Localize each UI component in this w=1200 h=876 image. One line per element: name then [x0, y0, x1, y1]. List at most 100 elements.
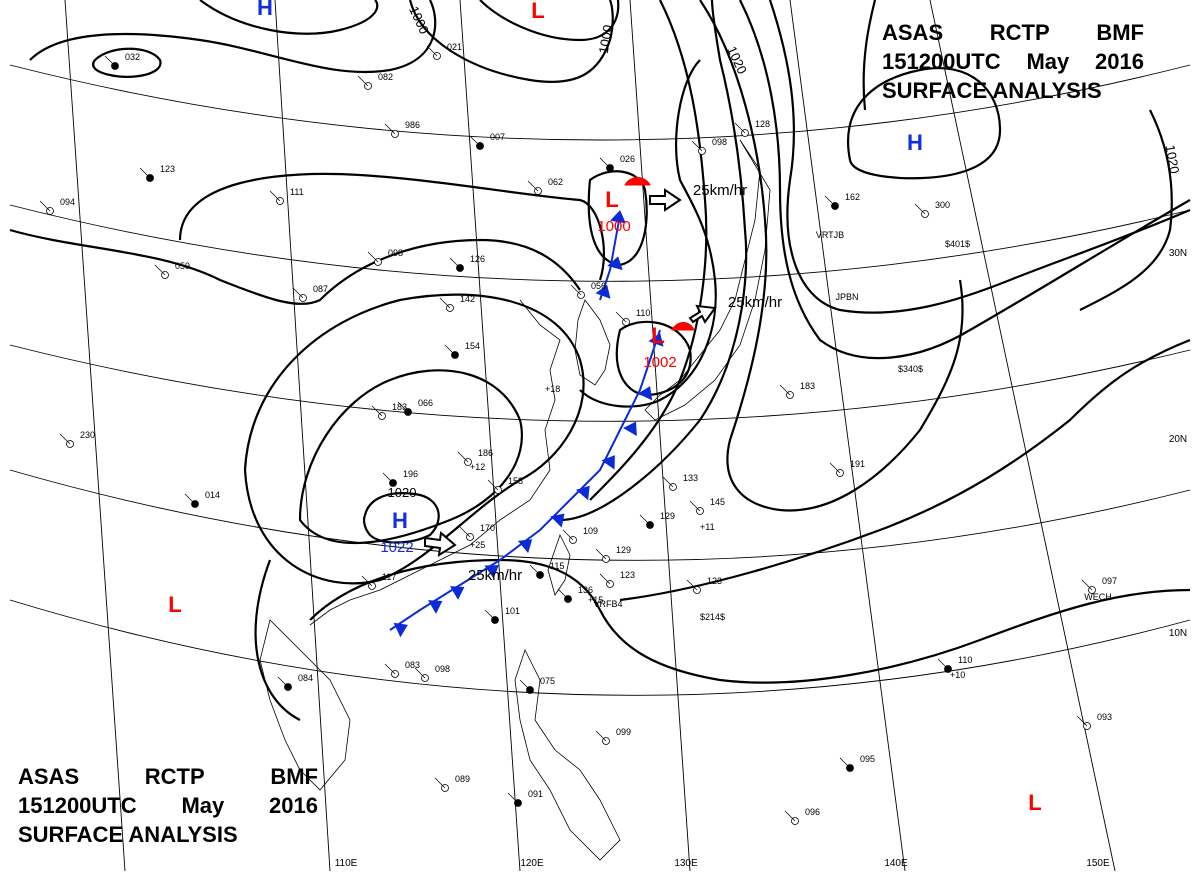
title-block-top: ASAS RCTP BMF 151200UTC May 2016 SURFACE… — [882, 18, 1144, 105]
station-pressure-value: 128 — [755, 119, 770, 129]
station-pressure-value: 095 — [860, 754, 875, 764]
wind-barb — [1081, 579, 1093, 591]
wind-barb — [595, 548, 607, 560]
station-pressure-value: 170 — [480, 523, 495, 533]
station-pressure-value: 136 — [578, 585, 593, 595]
station-tag: +18 — [545, 384, 560, 394]
cold-front-pips — [393, 210, 664, 638]
movement-arrow-icon — [424, 531, 457, 557]
latitude-line-0 — [9, 599, 1191, 696]
title-line-3: SURFACE ANALYSIS — [882, 76, 1144, 105]
station-tag: $340$ — [898, 364, 923, 374]
isobar-label: 1020 — [388, 485, 417, 500]
longitude-line-110e — [274, 0, 331, 872]
longitude-line-120e — [459, 0, 521, 872]
wind-barb — [562, 529, 574, 541]
coastline-korea — [574, 299, 611, 386]
station-pressure-value: 087 — [313, 284, 328, 294]
station-pressure-value: 142 — [460, 294, 475, 304]
wind-barb — [139, 167, 151, 179]
title-line-2: 151200UTC May 2016 — [18, 791, 318, 820]
station-tag: +15 — [588, 595, 603, 605]
title-type: BMF — [270, 764, 318, 789]
cold-front-pip — [428, 600, 443, 614]
cold-front-pip — [517, 539, 533, 554]
title-product: ASAS — [882, 20, 944, 45]
isobar — [559, 0, 748, 522]
station-pressure-value: 097 — [1102, 576, 1117, 586]
isobar — [298, 369, 523, 545]
isobar — [92, 47, 162, 78]
station-pressure-value: 098 — [435, 664, 450, 674]
central-pressure-label: 1022 — [380, 539, 413, 556]
isobar — [619, 338, 1191, 602]
station-pressure-value: 094 — [60, 197, 75, 207]
wind-barb — [639, 514, 651, 526]
station-tag: $214$ — [700, 612, 725, 622]
station-pressure-value: 133 — [683, 473, 698, 483]
wind-barb — [459, 526, 471, 538]
low-pressure-marker: L — [605, 187, 618, 212]
warm-front — [624, 177, 695, 331]
wind-barb — [457, 451, 469, 463]
station-pressure-value: 084 — [298, 673, 313, 683]
wind-barb — [269, 190, 281, 202]
longitude-label: 140E — [884, 858, 908, 869]
wind-barb — [615, 311, 627, 323]
wind-barb — [662, 476, 674, 488]
wind-barb — [599, 573, 611, 585]
isobar — [862, 0, 877, 111]
central-pressure-label: 1002 — [643, 354, 676, 371]
isobar — [309, 558, 1191, 684]
title-line-1: ASAS RCTP BMF — [882, 18, 1144, 47]
wind-barb — [444, 344, 456, 356]
station-pressure-value: 093 — [1097, 712, 1112, 722]
cold-front-pip — [595, 284, 611, 299]
station-pressure-value: 082 — [378, 72, 393, 82]
title-analysis: SURFACE ANALYSIS — [18, 822, 238, 847]
title-type: BMF — [1096, 20, 1144, 45]
isobar — [254, 559, 301, 721]
low-pressure-marker: L — [651, 323, 664, 348]
cold-front-pip — [450, 586, 465, 600]
low-pressure-marker: L — [168, 592, 181, 617]
latitude-line-30n — [9, 204, 1191, 282]
wind-barb — [595, 730, 607, 742]
station-pressure-value: 089 — [455, 774, 470, 784]
station-tag: +10 — [950, 670, 965, 680]
isobar — [1079, 109, 1173, 311]
longitude-label: 120E — [520, 858, 544, 869]
wind-barb — [384, 663, 396, 675]
station-pressure-value: 183 — [800, 381, 815, 391]
wind-barb — [824, 195, 836, 207]
station-pressure-value: 109 — [583, 526, 598, 536]
wind-barb — [449, 257, 461, 269]
wind-barb — [914, 203, 926, 215]
wind-barb — [484, 609, 496, 621]
coastline-taiwan — [547, 533, 571, 596]
longitude-label: 130E — [674, 858, 698, 869]
latitude-line-10n — [9, 469, 1191, 561]
ship-callsign: WECH — [1084, 592, 1112, 602]
longitude-line-100e — [64, 0, 126, 872]
wind-barb — [292, 287, 304, 299]
movement-arrows — [424, 188, 717, 557]
station-tag: $401$ — [945, 239, 970, 249]
title-time: 151200UTC — [882, 49, 1001, 74]
latitude-label: 30N — [1169, 248, 1187, 259]
station-pressure-value: 014 — [205, 490, 220, 500]
station-pressure-value: 183 — [392, 402, 407, 412]
title-year: 2016 — [269, 793, 318, 818]
station-pressure-value: 117 — [382, 572, 396, 582]
station-pressure-value: 098 — [388, 248, 403, 258]
wind-barb — [434, 777, 446, 789]
isobar — [479, 0, 620, 42]
wind-barb — [570, 284, 582, 296]
cold-front-pip — [648, 332, 664, 347]
longitude-label: 110E — [335, 858, 358, 869]
station-pressure-value: 986 — [405, 120, 420, 130]
movement-label: 25km/hr — [693, 182, 747, 199]
wind-barb — [384, 123, 396, 135]
